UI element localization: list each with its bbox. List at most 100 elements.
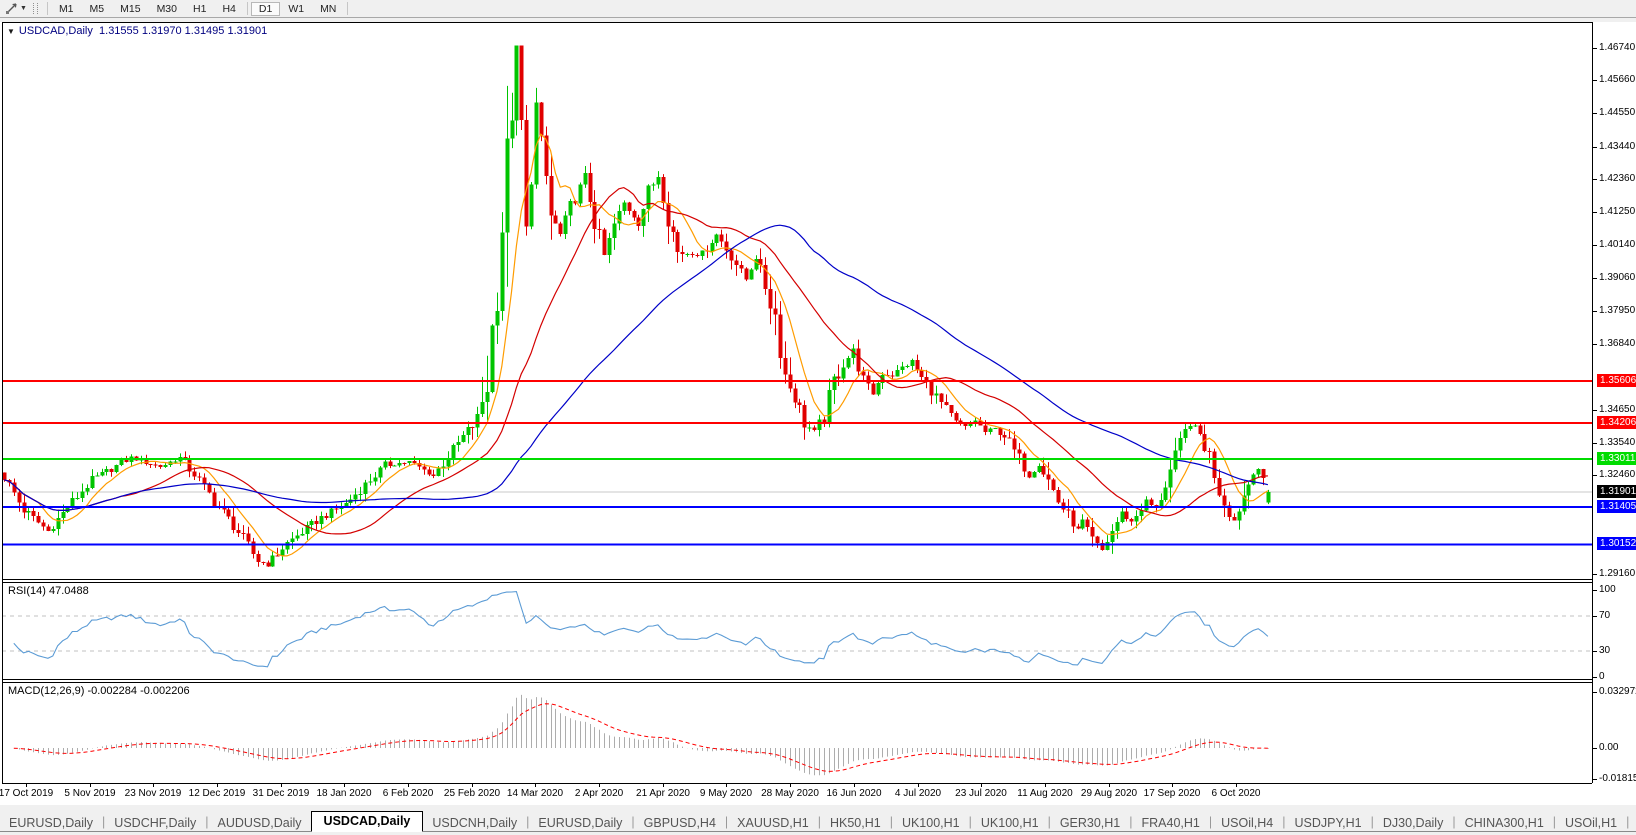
- price-tick-label: 1.29160: [1599, 568, 1636, 579]
- timeframe-button-m1[interactable]: M1: [58, 2, 74, 15]
- price-badge-1.31405: 1.31405: [1597, 500, 1636, 513]
- timeframe-button-w1[interactable]: W1: [288, 2, 305, 15]
- chart-tab-usdjpy-h1[interactable]: USDJPY,H1: [1294, 816, 1362, 830]
- date-tick-label: 6 Oct 2020: [1211, 788, 1261, 799]
- timeframe-button-h1[interactable]: H1: [193, 2, 207, 15]
- cursor-tool-glyph: [5, 3, 17, 14]
- chart-tab-xauusd-h1[interactable]: XAUUSD,H1: [737, 816, 809, 830]
- toolbar-grip[interactable]: [32, 3, 38, 14]
- price-tick-label: 1.37950: [1599, 305, 1636, 316]
- collapse-arrow-icon[interactable]: ▼: [7, 27, 15, 36]
- toolbar-separator: [46, 2, 48, 15]
- toolbar: ▼ M1 M5 M15 M30 H1 H4 D1 W1 MN: [0, 0, 1636, 18]
- chart-tab-fra40-h1[interactable]: FRA40,H1: [1141, 816, 1200, 830]
- date-tick-label: 17 Oct 2019: [0, 788, 54, 799]
- chart-tab-bar: EURUSD,Daily | USDCHF,Daily | AUDUSD,Daily US…: [0, 810, 1636, 832]
- cursor-tool-icon[interactable]: [3, 2, 20, 16]
- rsi-tick-label: 70: [1599, 610, 1611, 621]
- price-tick-label: 1.36840: [1599, 338, 1636, 349]
- tab-divider: |: [1047, 815, 1051, 829]
- timeframe-button-m15[interactable]: M15: [120, 2, 141, 15]
- timeframe-button-m5[interactable]: M5: [89, 2, 105, 15]
- price-tick-label: 1.34650: [1599, 404, 1636, 415]
- chart-tab-uk100-h1[interactable]: UK100,H1: [980, 816, 1039, 830]
- dropdown-caret-icon[interactable]: ▼: [20, 5, 27, 12]
- date-tick-label: 4 Jul 2020: [894, 788, 942, 799]
- date-tick-label: 9 May 2020: [699, 788, 753, 799]
- timeframe-button-h4[interactable]: H4: [222, 2, 236, 15]
- tab-divider: |: [631, 815, 635, 829]
- chart-tab-usoil-h1[interactable]: USOil,H1: [1565, 816, 1618, 830]
- macd-tick-label: 0.00: [1599, 742, 1619, 753]
- ma-25-line: [3, 186, 1268, 535]
- chart-tab-dj30-daily[interactable]: DJ30,Daily: [1382, 816, 1444, 830]
- chart-tab-usdcnh-daily[interactable]: USDCNH,Daily: [432, 816, 518, 830]
- price-badge-1.30152: 1.30152: [1597, 537, 1636, 550]
- date-tick-label: 5 Nov 2019: [64, 788, 116, 799]
- date-tick-label: 21 Apr 2020: [636, 788, 690, 799]
- timeframe-buttons: M1 M5 M15 M30 H1 H4 D1 W1 MN: [51, 1, 351, 16]
- candles-layer: [2, 45, 1271, 567]
- tab-divider: |: [526, 815, 530, 829]
- timeframe-button-m30[interactable]: M30: [156, 2, 177, 15]
- date-tick-label: 18 Jan 2020: [316, 788, 372, 799]
- price-tick-label: 1.41250: [1599, 206, 1636, 217]
- date-tick-label: 12 Dec 2019: [188, 788, 246, 799]
- chart-tab-china300-h1[interactable]: CHINA300,H1: [1464, 816, 1544, 830]
- rsi-line: [13, 591, 1269, 668]
- toolbar-separator: [246, 2, 248, 15]
- date-tick-label: 28 May 2020: [761, 788, 819, 799]
- price-tick-label: 1.33540: [1599, 437, 1636, 448]
- chart-tab-uk100-h1[interactable]: UK100,H1: [901, 816, 960, 830]
- price-tick-label: 1.40140: [1599, 239, 1636, 250]
- price-badge-1.33011: 1.33011: [1597, 452, 1636, 465]
- chart-tab-usoil-h4[interactable]: USOil,H4: [1221, 816, 1274, 830]
- price-badge-1.35606: 1.35606: [1597, 374, 1636, 387]
- price-tick-label: 1.44550: [1599, 107, 1636, 118]
- tab-divider: |: [724, 815, 729, 829]
- ma-60-line: [3, 224, 1269, 512]
- date-tick-label: 14 Mar 2020: [506, 788, 564, 799]
- rsi-tick-label: 30: [1599, 645, 1611, 656]
- chart-tab-gbpusd-h4[interactable]: GBPUSD,H4: [643, 816, 716, 830]
- timeframe-button-d1[interactable]: D1: [250, 1, 281, 16]
- price-tick-label: 1.42360: [1599, 173, 1636, 184]
- macd-tick-label: -0.01815: [1599, 773, 1636, 784]
- chart-tab-eurusd-daily[interactable]: EURUSD,Daily: [538, 816, 623, 830]
- chart-canvas[interactable]: [0, 22, 1636, 805]
- date-tick-label: 17 Sep 2020: [1143, 788, 1201, 799]
- chart-tab-ger30-h1[interactable]: GER30,H1: [1059, 816, 1121, 830]
- chart-tab-audusd-daily[interactable]: AUDUSD,Daily: [217, 816, 302, 830]
- tab-divider: |: [1208, 815, 1213, 829]
- macd-histogram: [14, 694, 1269, 776]
- date-tick-label: 31 Dec 2019: [252, 788, 310, 799]
- date-tick-label: 6 Feb 2020: [382, 788, 434, 799]
- chart-title: ▼ USDCAD,Daily 1.31555 1.31970 1.31495 1.…: [7, 25, 267, 37]
- price-tick-label: 1.43440: [1599, 141, 1636, 152]
- chart-tab-usdchf-daily[interactable]: USDCHF,Daily: [114, 816, 197, 830]
- chart-window[interactable]: ▼ USDCAD,Daily 1.31555 1.31970 1.31495 1.…: [0, 22, 1636, 805]
- rsi-tick-label: 100: [1599, 584, 1616, 595]
- current-price-badge: 1.31901: [1597, 485, 1636, 498]
- macd-indicator-label: MACD(12,26,9) -0.002284 -0.002206: [8, 685, 190, 697]
- chart-tab-eurusd-daily[interactable]: EURUSD,Daily: [9, 816, 94, 830]
- chart-ohlc-values: 1.31555 1.31970 1.31495 1.31901: [99, 25, 268, 37]
- date-tick-label: 25 Feb 2020: [443, 788, 501, 799]
- timeframe-button-mn[interactable]: MN: [320, 2, 337, 15]
- tab-divider: |: [1129, 815, 1133, 829]
- tab-divider: |: [817, 815, 821, 829]
- price-tick-label: 1.46740: [1599, 42, 1636, 53]
- ma-8-line: [3, 133, 1269, 557]
- macd-signal-line: [13, 703, 1268, 772]
- tab-divider: |: [1552, 815, 1557, 829]
- chart-symbol-label: USDCAD,Daily: [18, 25, 93, 37]
- chart-tab-usdcad-daily[interactable]: USDCAD,Daily: [310, 811, 424, 832]
- macd-tick-label: 0.032972: [1599, 686, 1636, 697]
- chart-tab-hk50-h1[interactable]: HK50,H1: [829, 816, 881, 830]
- tab-divider: |: [205, 815, 209, 829]
- price-tick-label: 1.32460: [1599, 469, 1636, 480]
- date-tick-label: 23 Nov 2019: [124, 788, 182, 799]
- tab-divider: |: [1452, 815, 1456, 829]
- date-tick-label: 16 Jun 2020: [826, 788, 882, 799]
- price-tick-label: 1.39060: [1599, 272, 1636, 283]
